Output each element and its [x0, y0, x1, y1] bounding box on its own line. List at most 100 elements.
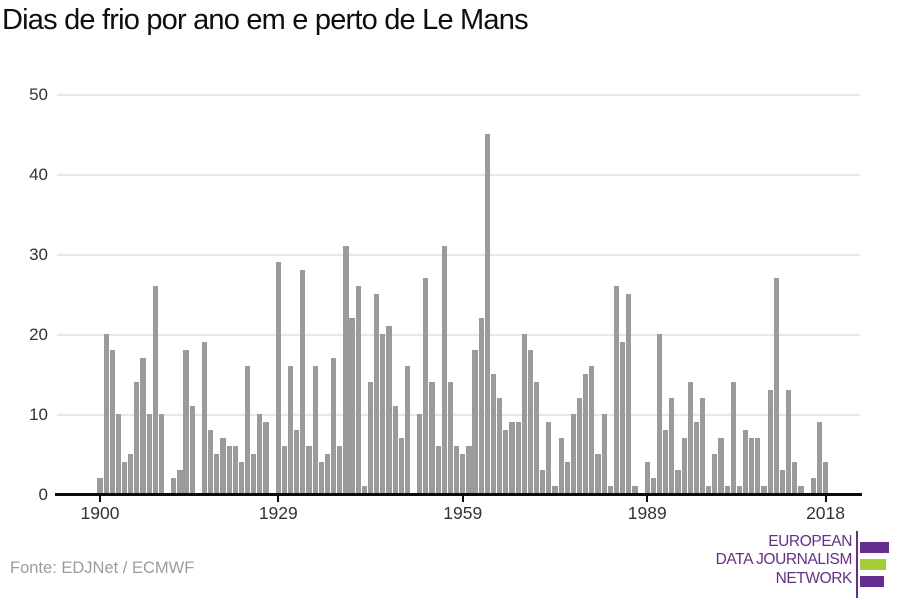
bar-1927	[263, 422, 269, 494]
bar-1923	[238, 462, 244, 494]
bar-1931	[288, 366, 294, 494]
source-text: Fonte: EDJNet / ECMWF	[10, 559, 195, 577]
bar-1901	[103, 334, 109, 494]
bar-1984	[613, 286, 620, 494]
bar-1981	[595, 454, 601, 494]
bar-1935	[312, 366, 318, 494]
logo-divider-line	[855, 531, 858, 598]
bar-1970	[527, 350, 533, 494]
gridline	[57, 254, 860, 256]
bar-1960	[466, 446, 472, 494]
bar-1944	[367, 382, 374, 494]
bar-2008	[761, 486, 767, 494]
y-axis-label: 40	[29, 165, 48, 184]
bar-1914	[183, 350, 189, 494]
bar-1969	[521, 334, 527, 494]
bar-1998	[699, 398, 706, 494]
bar-1992	[663, 430, 669, 494]
bar-1953	[423, 278, 429, 494]
logo-bar-middle	[860, 559, 886, 570]
x-axis-tick	[461, 496, 464, 502]
x-axis-tick	[824, 496, 827, 502]
bar-1952	[417, 414, 423, 494]
bar-1926	[257, 414, 263, 494]
bar-1941	[349, 318, 355, 494]
bar-1973	[546, 422, 552, 494]
bar-1915	[189, 406, 195, 494]
bar-1977	[570, 414, 577, 494]
bar-1932	[294, 430, 300, 494]
bar-1940	[343, 246, 349, 494]
bar-2007	[755, 438, 761, 494]
bar-1910	[158, 414, 165, 494]
bar-1955	[435, 446, 441, 494]
bar-1990	[650, 478, 656, 494]
gridline	[57, 94, 860, 96]
bar-1905	[128, 454, 134, 494]
bar-1962	[478, 318, 484, 494]
bar-1971	[533, 382, 540, 494]
bar-1957	[447, 382, 454, 494]
bar-1917	[201, 342, 208, 494]
bar-2009	[767, 390, 773, 494]
bar-1947	[386, 326, 392, 494]
bar-1904	[121, 462, 128, 494]
plot-area: 0 10 20 30 40 50 1900 1929 1959 1989 2018	[29, 85, 862, 523]
logo-bar-bottom	[860, 576, 884, 587]
bar-1980	[589, 366, 595, 494]
x-axis-tick	[277, 496, 280, 502]
bar-1954	[429, 382, 435, 494]
logo-bar-top	[860, 542, 889, 553]
gridline	[57, 414, 860, 416]
bar-2005	[743, 430, 749, 494]
x-axis-tick	[99, 496, 101, 502]
x-axis-tick-label: 1989	[627, 503, 667, 523]
bar-2001	[718, 438, 724, 494]
bar-2003	[730, 382, 736, 494]
bar-1938	[331, 358, 337, 494]
bar-1974	[552, 486, 558, 494]
bar-2013	[792, 462, 798, 494]
bar-1958	[454, 446, 460, 494]
bar-1959	[460, 454, 466, 494]
bar-1921	[226, 446, 232, 494]
bar-2004	[736, 486, 743, 494]
x-axis-tick	[646, 496, 649, 502]
bar-1933	[300, 270, 306, 494]
bar-1924	[244, 366, 251, 494]
y-axis-label: 30	[29, 245, 48, 264]
page-title: Dias de frio por ano em e perto de Le Ma…	[2, 4, 529, 36]
bar-1907	[140, 358, 146, 494]
bar-1909	[152, 286, 158, 494]
bar-1956	[441, 246, 447, 494]
bar-1922	[232, 446, 238, 494]
bar-1999	[706, 486, 712, 494]
x-axis-tick-label: 2018	[806, 503, 845, 523]
bar-2018	[822, 462, 829, 494]
edjnet-logo[interactable]: EUROPEAN DATA JOURNALISM NETWORK	[712, 531, 892, 599]
bar-1949	[398, 438, 404, 494]
bar-1986	[626, 294, 632, 494]
bar-1963	[484, 134, 490, 494]
bar-1991	[656, 334, 663, 494]
x-axis-tick-label: 1959	[443, 503, 483, 523]
bar-1939	[337, 446, 343, 494]
bar-1948	[392, 406, 398, 494]
bar-1995	[681, 438, 687, 494]
bar-2016	[810, 478, 816, 494]
bar-1987	[632, 486, 638, 494]
bar-1976	[564, 462, 570, 494]
gridline	[57, 174, 860, 176]
bar-1918	[208, 430, 214, 494]
x-axis-tick-label: 1929	[258, 503, 298, 523]
logo-line-data-journalism: DATA JOURNALISM	[715, 551, 853, 569]
bar-1965	[497, 398, 503, 494]
bar-1997	[693, 422, 699, 494]
bar-2012	[786, 390, 792, 494]
bar-1975	[558, 438, 564, 494]
bar-1919	[214, 454, 220, 494]
bar-2017	[816, 422, 822, 494]
bar-1902	[109, 350, 115, 494]
bar-1967	[509, 422, 515, 494]
